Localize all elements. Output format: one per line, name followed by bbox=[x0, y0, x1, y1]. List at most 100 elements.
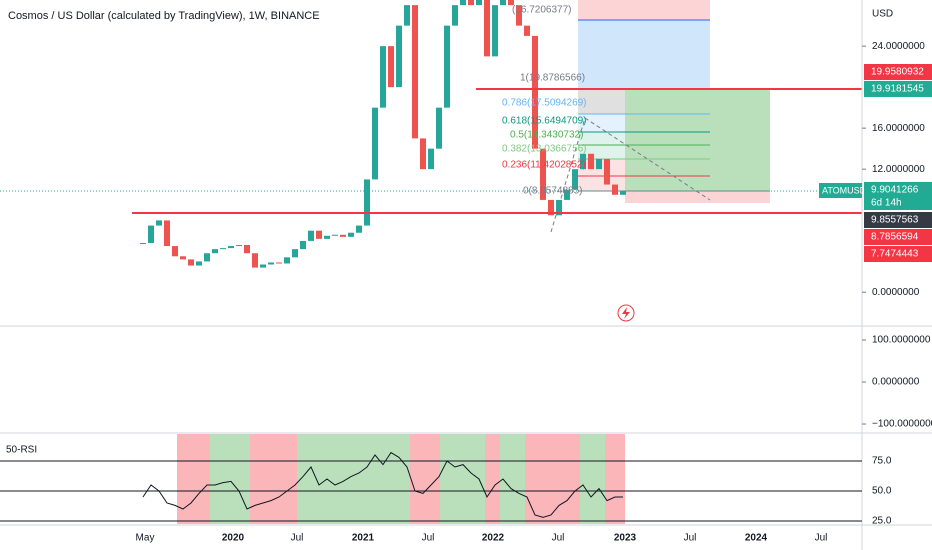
candle bbox=[548, 199, 554, 216]
event-icon-bolt bbox=[622, 307, 630, 319]
target-zone bbox=[578, 20, 710, 89]
price-tag bbox=[864, 246, 932, 262]
candle bbox=[380, 46, 386, 108]
candle bbox=[292, 249, 298, 258]
price-tag-label: 8.7856594 bbox=[871, 232, 919, 243]
candle bbox=[236, 245, 242, 247]
price-tag bbox=[864, 81, 932, 97]
trend-line bbox=[550, 117, 586, 233]
time-label: Jul bbox=[815, 533, 828, 544]
currency: USD bbox=[872, 9, 893, 20]
rsi-backgrounds bbox=[177, 434, 625, 524]
candle bbox=[228, 246, 234, 249]
price-tag bbox=[864, 229, 932, 245]
time-label: Jul bbox=[291, 533, 304, 544]
price-tag-label: 19.9181545 bbox=[871, 84, 924, 95]
time-label: 2023 bbox=[614, 533, 637, 544]
candle bbox=[324, 235, 330, 239]
time-label: May bbox=[136, 533, 155, 544]
indicator-tick-label: 0.0000000 bbox=[872, 377, 920, 388]
candle bbox=[268, 262, 274, 265]
candle bbox=[508, 0, 514, 6]
price-tag-label: 9.8557563 bbox=[871, 215, 919, 226]
candle bbox=[396, 25, 402, 88]
levels bbox=[132, 88, 862, 214]
fib-label: 0.786(17.5094269) bbox=[502, 98, 587, 109]
long-target bbox=[625, 89, 770, 191]
y-tick-label: 24.0000000 bbox=[872, 41, 925, 52]
candle bbox=[540, 148, 546, 200]
candle bbox=[476, 0, 482, 6]
fib-label: 0.382(13.0366756) bbox=[502, 144, 587, 155]
rsi-tick-label: 25.0 bbox=[872, 516, 892, 527]
candle bbox=[588, 153, 594, 170]
candle bbox=[492, 5, 498, 57]
candle bbox=[428, 148, 434, 170]
candle bbox=[620, 190, 626, 195]
y-tick-label: 16.0000000 bbox=[872, 123, 925, 134]
candle bbox=[564, 189, 570, 200]
candle bbox=[332, 234, 338, 236]
fib-label: 0.236(11.4202852) bbox=[502, 160, 586, 171]
candle bbox=[444, 25, 450, 108]
dynamic: 0.0000000 12.0000000 16.0000000 24.0000000 1… bbox=[0, 41, 932, 544]
candle bbox=[516, 5, 522, 26]
fib-label: (26.7206377) bbox=[512, 5, 572, 16]
rsi-tick-label: 50.0 bbox=[872, 486, 892, 497]
fib-label: 1(19.8786566) bbox=[520, 73, 585, 84]
candle bbox=[252, 253, 258, 268]
drawings bbox=[0, 0, 862, 233]
countdown-label: 6d 14h bbox=[871, 198, 902, 209]
candle bbox=[308, 230, 314, 241]
last-price-label: 9.9041266 bbox=[871, 185, 919, 196]
fib-label: 0.618(15.6494709) bbox=[502, 116, 587, 127]
y-tick-label: 12.0000000 bbox=[872, 164, 925, 175]
candle bbox=[532, 35, 538, 149]
candle bbox=[468, 0, 474, 6]
candle bbox=[524, 25, 530, 36]
candles bbox=[140, 0, 626, 268]
candle bbox=[204, 253, 210, 262]
candle bbox=[164, 220, 170, 247]
time-label: Jul bbox=[552, 533, 565, 544]
indicator-tick-label: −100.0000000 bbox=[872, 419, 932, 430]
candle bbox=[348, 232, 354, 237]
candle bbox=[420, 138, 426, 170]
price-tag bbox=[864, 212, 932, 228]
symbol-tag bbox=[819, 183, 862, 198]
candle bbox=[276, 262, 282, 264]
time-label: Jul bbox=[684, 533, 697, 544]
candle bbox=[452, 5, 458, 26]
fib-label: 0(8.8574885) bbox=[523, 186, 583, 197]
candle bbox=[356, 225, 362, 233]
candle bbox=[148, 225, 154, 243]
candle bbox=[572, 169, 578, 190]
price-tag-label: 19.9580932 bbox=[871, 67, 924, 78]
candle bbox=[180, 256, 186, 260]
candle bbox=[316, 230, 322, 239]
rsi-tick-label: 75.0 bbox=[872, 456, 892, 467]
symbol-tag-label: ATOMUSD bbox=[822, 185, 867, 195]
time-label: 2024 bbox=[745, 533, 768, 544]
candle bbox=[596, 158, 602, 170]
candle bbox=[460, 0, 466, 6]
candle bbox=[212, 249, 218, 254]
candle bbox=[412, 5, 418, 139]
candle bbox=[284, 257, 290, 264]
time-label: 2021 bbox=[352, 533, 375, 544]
rsi-line bbox=[142, 451, 623, 518]
candle bbox=[556, 199, 562, 216]
indicator-tick-label: 100.0000000 bbox=[872, 335, 931, 346]
event-icon[interactable] bbox=[617, 304, 635, 322]
title: Cosmos / US Dollar (calculated by Tradin… bbox=[8, 10, 320, 22]
candle bbox=[580, 153, 586, 170]
y-tick-label: 0.0000000 bbox=[872, 287, 920, 298]
candle bbox=[612, 184, 618, 195]
candle bbox=[196, 261, 202, 266]
candle bbox=[372, 107, 378, 180]
candle bbox=[604, 158, 610, 185]
time-label: 2022 bbox=[482, 533, 505, 544]
candle bbox=[436, 107, 442, 149]
candle bbox=[388, 46, 394, 88]
